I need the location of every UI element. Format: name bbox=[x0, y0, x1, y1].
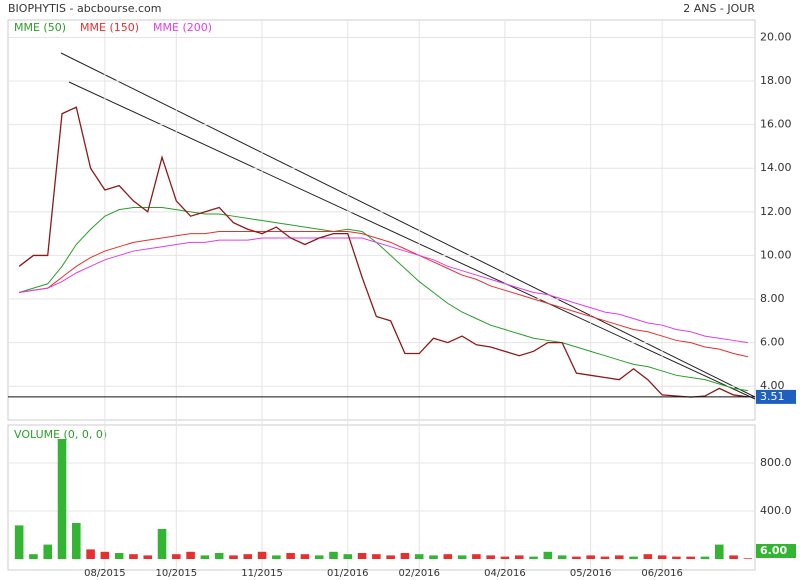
volume-bar bbox=[572, 556, 581, 559]
y-tick-label: 8.00 bbox=[760, 292, 785, 305]
ma-line bbox=[19, 237, 748, 344]
last-volume-box bbox=[756, 544, 796, 558]
volume-bar bbox=[486, 555, 495, 559]
y-tick-label: 400.0 bbox=[760, 504, 792, 517]
volume-bar bbox=[557, 555, 567, 559]
y-tick-label: 800.0 bbox=[760, 456, 792, 469]
y-tick-label: 14.00 bbox=[760, 161, 792, 174]
x-tick-label: 06/2016 bbox=[641, 568, 683, 579]
x-tick-label: 08/2015 bbox=[84, 568, 126, 579]
chart-title: BIOPHYTIS - abcbourse.com bbox=[8, 2, 161, 15]
x-tick-label: 05/2016 bbox=[570, 568, 612, 579]
volume-bar bbox=[400, 553, 410, 559]
volume-bar bbox=[214, 553, 224, 559]
volume-bar bbox=[386, 555, 395, 559]
last-price-box bbox=[756, 389, 796, 404]
volume-bar bbox=[529, 556, 538, 559]
period: 2 ANS - JOUR bbox=[683, 2, 755, 15]
volume-bar bbox=[43, 544, 53, 559]
volume-bar bbox=[343, 554, 353, 559]
volume-bar bbox=[743, 558, 753, 559]
y-tick-label: 12.00 bbox=[760, 205, 792, 218]
volume-bar bbox=[257, 551, 267, 559]
volume-bar bbox=[672, 556, 681, 559]
volume-bar bbox=[314, 555, 324, 559]
volume-bar bbox=[86, 549, 95, 559]
y-tick-label: 20.00 bbox=[760, 30, 792, 43]
volume-bar bbox=[29, 554, 38, 559]
volume-bar bbox=[514, 555, 524, 559]
last-volume-label: 6.00 bbox=[760, 544, 787, 557]
x-tick-label: 10/2015 bbox=[156, 568, 198, 579]
volume-bar bbox=[57, 439, 67, 559]
volume-bar bbox=[229, 555, 238, 559]
ma-line bbox=[19, 230, 748, 358]
volume-bar bbox=[72, 523, 81, 559]
volume-bar bbox=[457, 555, 467, 559]
volume-bar bbox=[472, 554, 481, 559]
volume-bar bbox=[243, 554, 253, 559]
x-tick-label: 01/2016 bbox=[327, 568, 369, 579]
volume-bar bbox=[600, 556, 610, 559]
volume-bar bbox=[686, 556, 695, 559]
volume-bar bbox=[357, 553, 367, 559]
volume-bar bbox=[100, 551, 110, 559]
volume-bar bbox=[300, 554, 310, 559]
volume-bar bbox=[629, 556, 638, 559]
volume-title: VOLUME (0, 0, 0) bbox=[14, 428, 107, 441]
legend-entry: MME (150) bbox=[80, 21, 139, 34]
y-tick-label: 4.00 bbox=[760, 379, 785, 392]
price-line bbox=[18, 106, 748, 398]
legend-entry: MME (200) bbox=[153, 21, 212, 34]
y-tick-label: 18.00 bbox=[760, 74, 792, 87]
volume-bar bbox=[114, 553, 124, 559]
legend-entry: MME (50) bbox=[14, 21, 66, 34]
volume-bar bbox=[500, 556, 510, 559]
volume-bar bbox=[200, 555, 210, 559]
volume-bar bbox=[129, 554, 138, 559]
volume-bar bbox=[657, 555, 667, 559]
volume-bar bbox=[329, 551, 338, 559]
ma-line bbox=[18, 206, 748, 392]
volume-bar bbox=[443, 554, 453, 559]
volume-bar bbox=[372, 554, 381, 559]
volume-bar bbox=[14, 525, 24, 559]
last-price-label: 3.51 bbox=[760, 390, 785, 403]
x-tick-label: 04/2016 bbox=[484, 568, 526, 579]
volume-bar bbox=[729, 555, 738, 559]
volume-bar bbox=[143, 555, 153, 559]
volume-bar bbox=[186, 551, 195, 559]
price-frame bbox=[7, 19, 756, 421]
volume-bar bbox=[700, 556, 710, 559]
x-tick-label: 11/2015 bbox=[241, 568, 283, 579]
volume-bar bbox=[643, 554, 653, 559]
volume-bar bbox=[614, 555, 624, 559]
volume-bar bbox=[172, 554, 181, 559]
y-tick-label: 10.00 bbox=[760, 248, 792, 261]
volume-bar bbox=[714, 544, 724, 559]
y-tick-label: 16.00 bbox=[760, 118, 792, 131]
trend-line bbox=[68, 81, 756, 400]
volume-bar bbox=[286, 553, 295, 559]
volume-bar bbox=[586, 555, 595, 559]
volume-bar bbox=[543, 551, 553, 559]
volume-bar bbox=[414, 554, 424, 559]
volume-frame bbox=[7, 424, 756, 571]
y-tick-label: 6.00 bbox=[760, 336, 785, 349]
volume-bar bbox=[157, 529, 167, 559]
volume-bar bbox=[272, 555, 281, 559]
volume-bar bbox=[429, 555, 438, 559]
x-tick-label: 02/2016 bbox=[398, 568, 440, 579]
